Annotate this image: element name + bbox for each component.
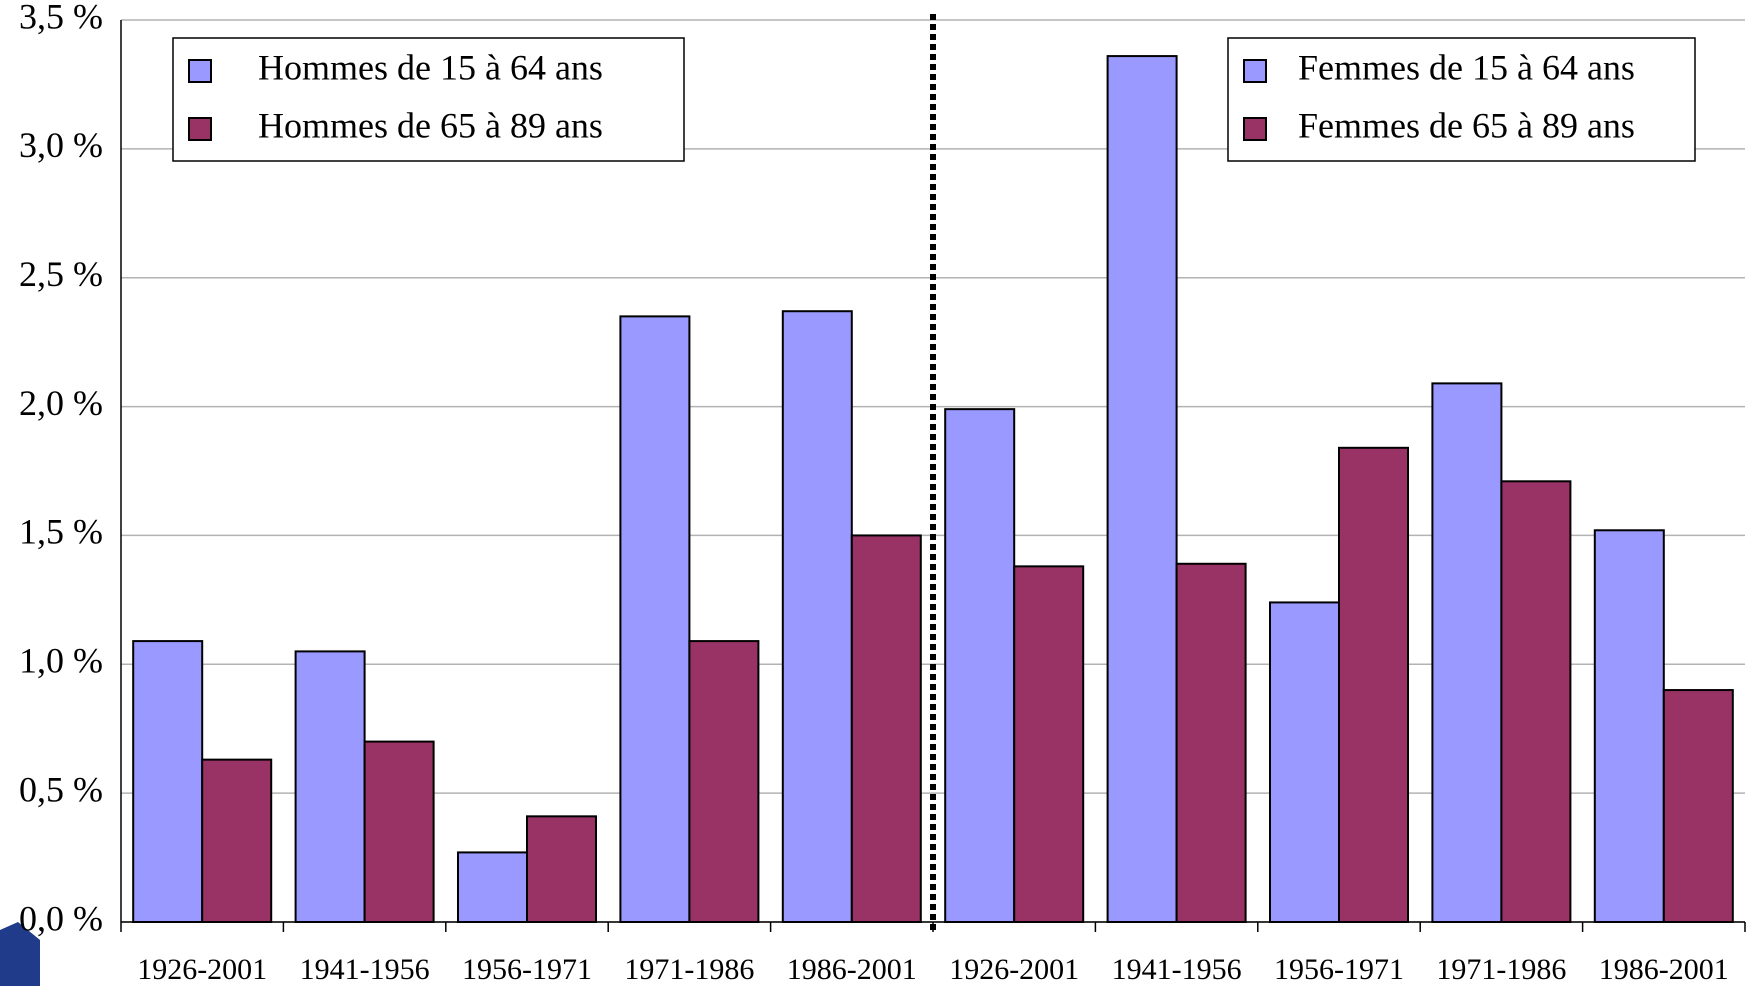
legend-box (172, 37, 685, 162)
bar (132, 640, 204, 923)
legend-swatch (188, 117, 212, 141)
bar (1431, 382, 1503, 923)
legend-swatch (1243, 117, 1267, 141)
y-tick-label: 1,5 % (19, 512, 103, 552)
legend-label: Hommes de 15 à 64 ans (258, 47, 603, 87)
bar (1500, 480, 1572, 923)
legend-swatch (1243, 59, 1267, 83)
logo (0, 922, 40, 986)
legend-box (1227, 37, 1696, 162)
x-tick-label: 1926-2001 (949, 953, 1079, 986)
bar (1338, 446, 1409, 923)
bar (850, 534, 922, 924)
x-tick-label: 1986-2001 (1599, 953, 1729, 986)
bar (944, 408, 1016, 923)
y-tick-label: 1,0 % (19, 641, 103, 681)
y-tick-label: 3,0 % (19, 125, 103, 165)
bar (1662, 689, 1734, 923)
bar (619, 315, 691, 924)
x-tick-label: 1956-1971 (462, 953, 592, 986)
legend-label: Hommes de 65 à 89 ans (258, 105, 603, 145)
bar (201, 758, 273, 924)
bar (363, 740, 435, 923)
y-tick-label: 0,5 % (19, 769, 103, 809)
legend-swatch (188, 59, 212, 83)
x-tick-label: 1986-2001 (787, 953, 917, 986)
bar (294, 650, 366, 924)
bar (526, 815, 597, 924)
bar (1106, 55, 1178, 923)
y-tick-label: 2,0 % (19, 383, 103, 423)
x-tick-label: 1926-2001 (137, 953, 267, 986)
y-tick-label: 3,5 % (19, 0, 103, 36)
bar (1269, 601, 1340, 923)
bar (457, 851, 528, 923)
y-tick-label: 0,0 % (19, 898, 103, 938)
x-tick-label: 1941-1956 (300, 953, 430, 986)
x-tick-label: 1971-1986 (1436, 953, 1566, 986)
legend-label: Femmes de 15 à 64 ans (1298, 47, 1635, 87)
bar (688, 640, 760, 923)
bar (1593, 529, 1665, 923)
bar (781, 310, 853, 923)
x-tick-label: 1941-1956 (1112, 953, 1242, 986)
bar (1175, 562, 1247, 924)
x-tick-label: 1971-1986 (624, 953, 754, 986)
y-tick-label: 2,5 % (19, 254, 103, 294)
bar (1013, 565, 1085, 924)
x-tick-label: 1956-1971 (1274, 953, 1404, 986)
legend-label: Femmes de 65 à 89 ans (1298, 105, 1635, 145)
